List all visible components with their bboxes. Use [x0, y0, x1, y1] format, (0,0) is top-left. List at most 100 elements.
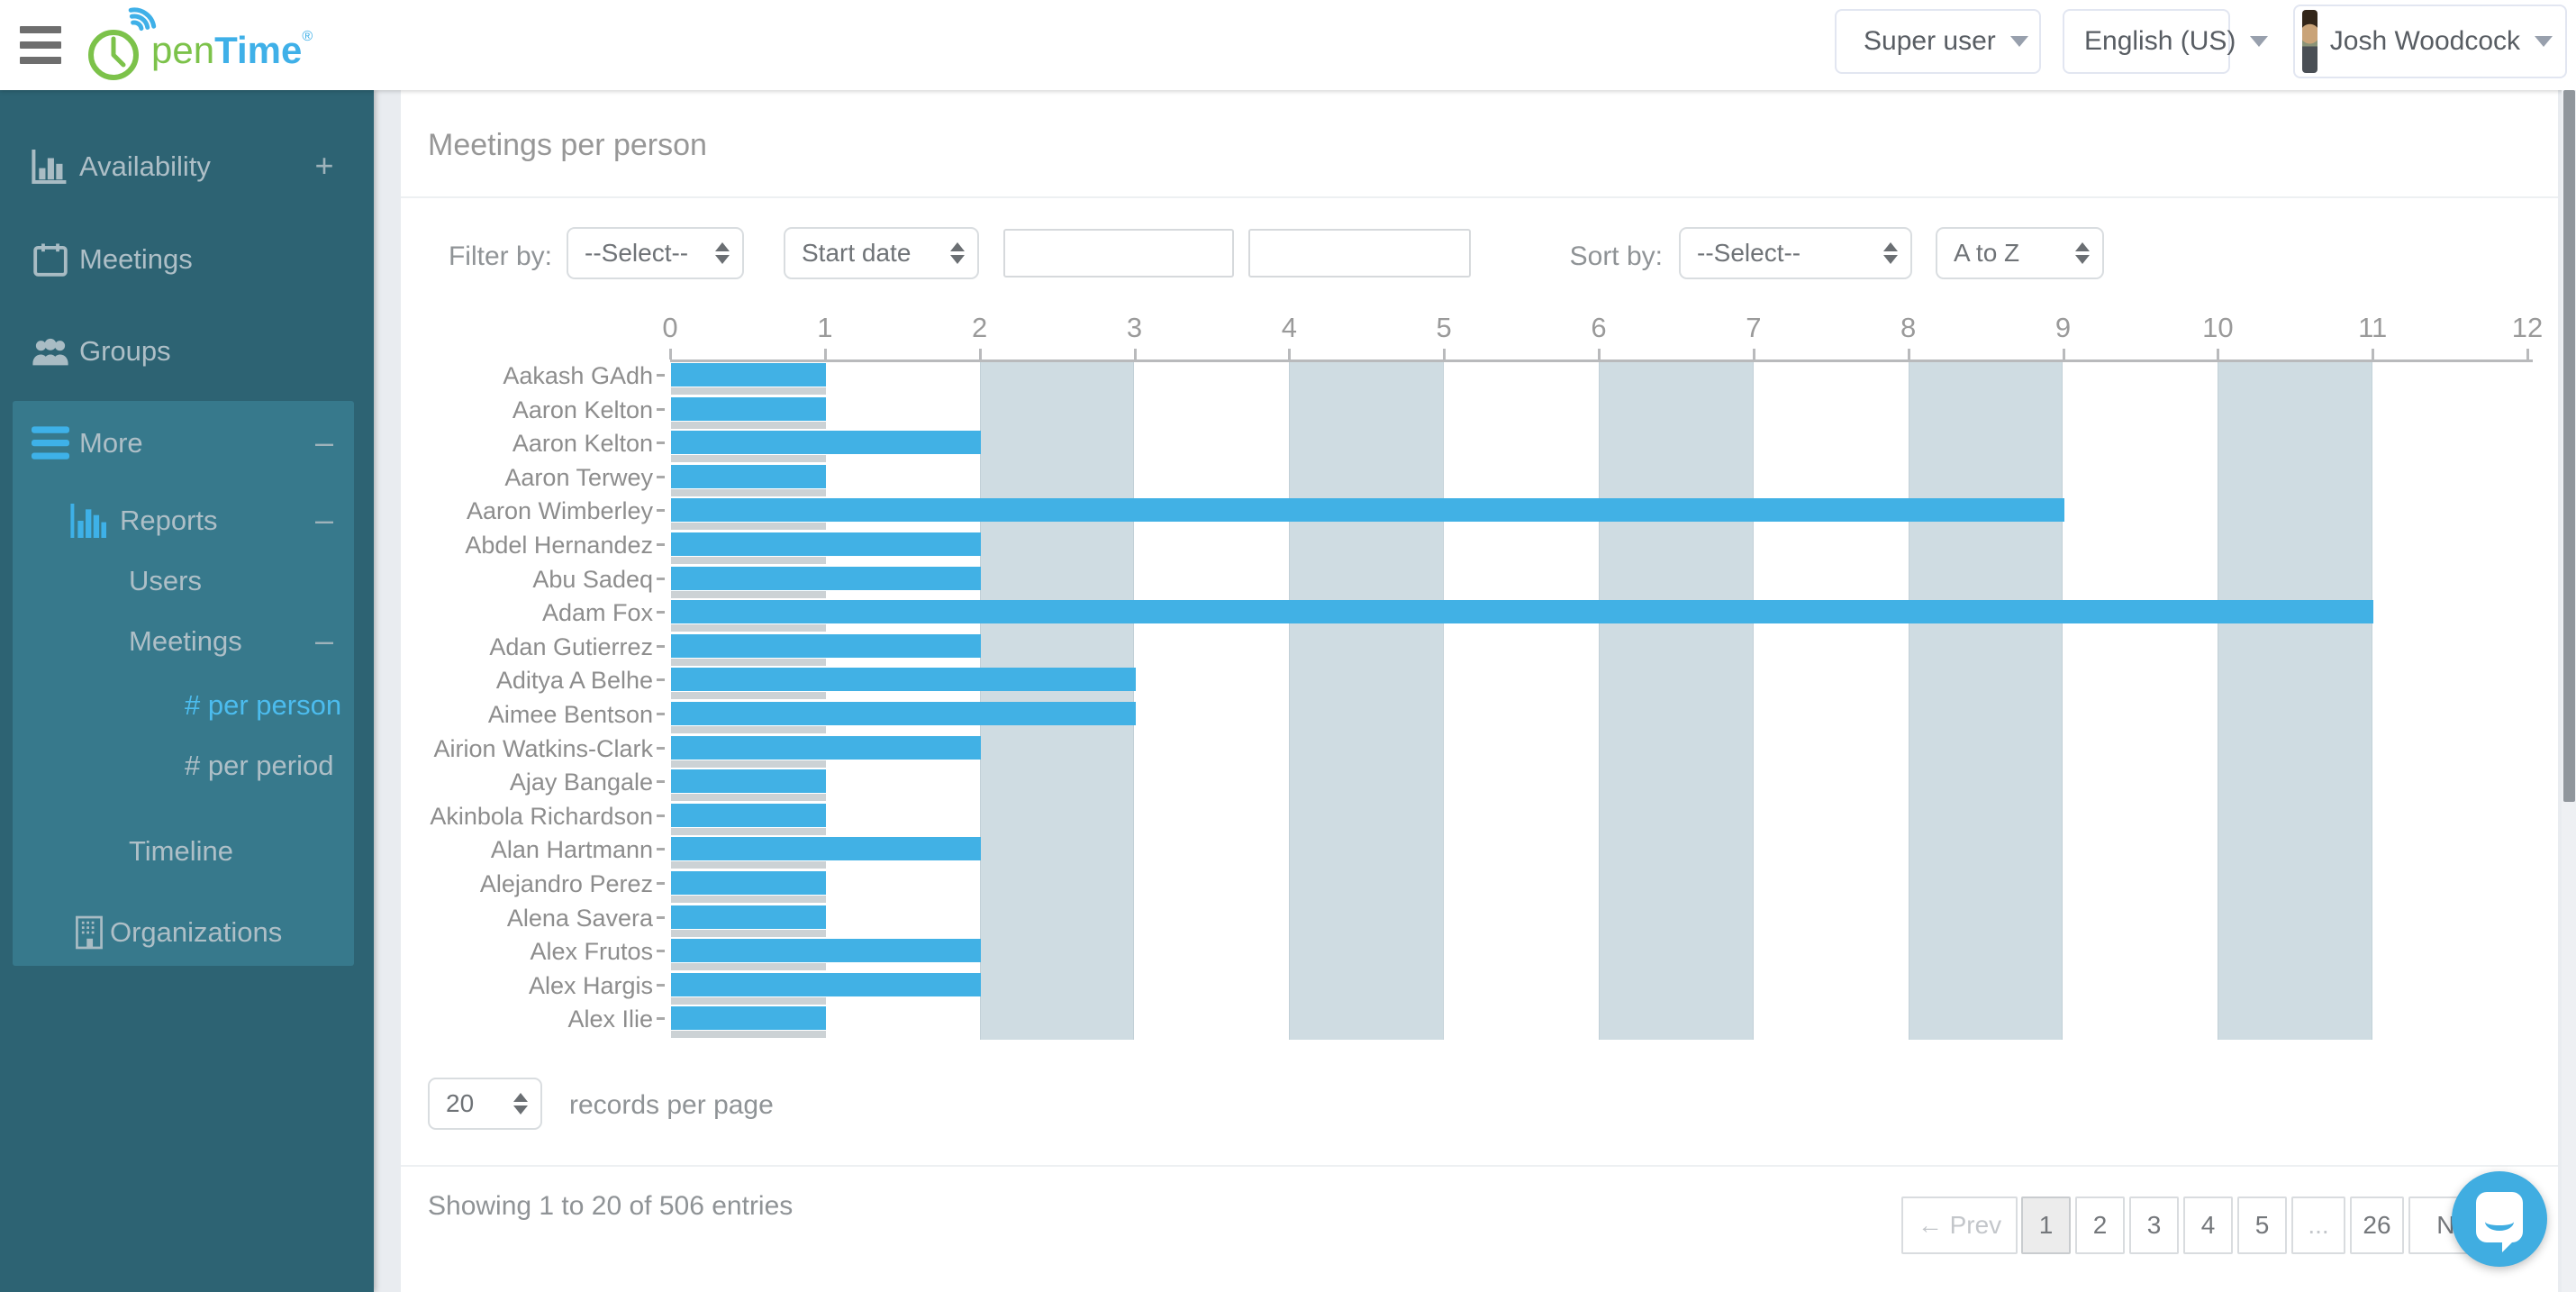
scrollbar-thumb[interactable]	[2563, 90, 2575, 802]
chart-stripe-band	[2218, 362, 2373, 1040]
bar-category-label: Alena Savera	[506, 904, 653, 932]
meetings-bar[interactable]	[671, 498, 2064, 523]
filter-date-to-input[interactable]	[1248, 229, 1471, 278]
pagination-button-26[interactable]: 26	[2350, 1196, 2404, 1254]
select-spinner-icon	[703, 242, 730, 264]
sidebar-item-meetings-sub[interactable]: Meetings –	[0, 614, 374, 669]
secondary-thin-bar	[671, 421, 826, 429]
meetings-bar[interactable]	[671, 871, 826, 895]
meetings-bar[interactable]	[671, 735, 981, 760]
user-menu-dropdown[interactable]: Josh Woodcock	[2293, 5, 2567, 78]
avatar	[2302, 10, 2317, 73]
x-axis-tick	[1288, 349, 1292, 359]
secondary-thin-bar	[671, 929, 826, 937]
meetings-bar[interactable]	[671, 837, 981, 861]
bar-category-label: Akinbola Richardson	[430, 802, 653, 830]
bar-category-label: Aaron Terwey	[504, 463, 653, 491]
sidebar-item-more[interactable]: More –	[0, 415, 374, 471]
meetings-bar[interactable]	[671, 566, 981, 590]
meetings-bar[interactable]	[671, 668, 1136, 692]
sort-order-select[interactable]: A to Z	[1936, 227, 2104, 279]
chat-launcher-button[interactable]	[2452, 1171, 2547, 1267]
x-axis-tick	[1752, 349, 1755, 359]
bar-category-label: Adam Fox	[541, 599, 653, 627]
sidebar-item-per-person[interactable]: # per person	[0, 678, 374, 733]
bar-category-label: Alex Hargis	[528, 971, 653, 999]
bar-category-label: Abu Sadeq	[532, 565, 653, 593]
filter-type-select[interactable]: Start date	[784, 227, 979, 279]
secondary-thin-bar	[671, 861, 826, 869]
main-panel: Meetings per person Filter by: --Select-…	[401, 90, 2558, 1292]
pagination-button-1[interactable]: 1	[2021, 1196, 2071, 1254]
meetings-bar[interactable]	[671, 363, 826, 387]
sort-field-select[interactable]: --Select--	[1679, 227, 1912, 279]
role-dropdown[interactable]: Super user	[1835, 9, 2041, 74]
x-axis-tick	[1133, 349, 1137, 359]
sidebar-item-label: Reports	[120, 505, 218, 536]
bar-category-label: Adan Gutierrez	[489, 632, 653, 660]
secondary-thin-bar	[671, 557, 826, 564]
sidebar-item-per-period[interactable]: # per period	[0, 738, 374, 794]
filter-field-select[interactable]: --Select--	[567, 227, 744, 279]
sidebar-item-groups[interactable]: Groups	[0, 323, 374, 379]
opentime-logo: pen Time ®	[83, 4, 313, 85]
meetings-bar[interactable]	[671, 532, 981, 556]
x-axis-tick-label: 5	[1436, 312, 1452, 343]
hamburger-menu-icon[interactable]	[20, 26, 61, 64]
filter-by-label: Filter by:	[448, 241, 552, 271]
meetings-bar[interactable]	[671, 803, 826, 827]
bar-category-label: Aaron Kelton	[512, 396, 653, 423]
bar-category-label: Aimee Bentson	[487, 701, 653, 728]
logo-registered-mark: ®	[302, 29, 313, 44]
filter-date-from-input[interactable]	[1003, 229, 1234, 278]
sidebar-item-label: Organizations	[110, 916, 283, 948]
y-axis-tick	[657, 611, 665, 614]
x-axis-tick-label: 12	[2511, 312, 2544, 343]
secondary-thin-bar	[671, 658, 826, 666]
calendar-icon	[32, 242, 69, 277]
language-dropdown[interactable]: English (US)	[2063, 9, 2269, 74]
x-axis-tick-label: 10	[2202, 312, 2234, 343]
meetings-bar[interactable]	[671, 905, 826, 929]
meetings-bar[interactable]	[671, 464, 826, 488]
meetings-bar[interactable]	[671, 396, 826, 421]
pagination-button-5[interactable]: 5	[2237, 1196, 2287, 1254]
sidebar-item-label: Timeline	[129, 835, 233, 867]
entries-summary: Showing 1 to 20 of 506 entries	[428, 1191, 794, 1221]
pagination-button-3[interactable]: 3	[2129, 1196, 2179, 1254]
secondary-thin-bar	[671, 387, 826, 395]
pagination-button-2[interactable]: 2	[2075, 1196, 2125, 1254]
secondary-thin-bar	[671, 794, 826, 802]
meetings-bar[interactable]	[671, 939, 981, 963]
sidebar-item-reports[interactable]: Reports –	[0, 493, 374, 549]
meetings-bar[interactable]	[671, 1006, 826, 1031]
expand-toggle-icon[interactable]: +	[314, 147, 334, 184]
expand-toggle-icon[interactable]: –	[314, 423, 334, 460]
meetings-bar[interactable]	[671, 431, 981, 455]
sidebar-item-meetings[interactable]: Meetings	[0, 232, 374, 287]
expand-toggle-icon[interactable]: –	[314, 501, 334, 538]
y-axis-tick	[657, 475, 665, 478]
y-axis-tick	[657, 713, 665, 715]
sidebar-item-label: # per period	[185, 750, 334, 781]
expand-toggle-icon[interactable]: –	[314, 622, 334, 659]
sidebar-item-organizations[interactable]: Organizations	[0, 905, 374, 960]
meetings-bar[interactable]	[671, 702, 1136, 725]
chart-stripe-band	[979, 362, 1135, 1040]
y-axis-tick	[657, 441, 665, 445]
y-axis-tick	[657, 983, 665, 987]
chevron-down-icon	[2535, 36, 2553, 47]
chat-smile-icon	[2485, 1213, 2514, 1231]
meetings-bar[interactable]	[671, 972, 981, 996]
records-per-page-select[interactable]: 20	[428, 1078, 542, 1130]
meetings-bar[interactable]	[671, 600, 2374, 624]
sidebar-item-timeline[interactable]: Timeline	[0, 823, 374, 879]
x-axis-tick-label: 0	[662, 312, 678, 343]
meetings-bar[interactable]	[671, 633, 981, 658]
sidebar-item-availability[interactable]: Availability +	[0, 139, 374, 195]
sort-by-label: Sort by:	[1569, 241, 1663, 271]
meetings-bar[interactable]	[671, 769, 826, 794]
secondary-thin-bar	[671, 827, 826, 835]
pagination-button-4[interactable]: 4	[2183, 1196, 2233, 1254]
sidebar-item-users[interactable]: Users	[0, 553, 374, 609]
